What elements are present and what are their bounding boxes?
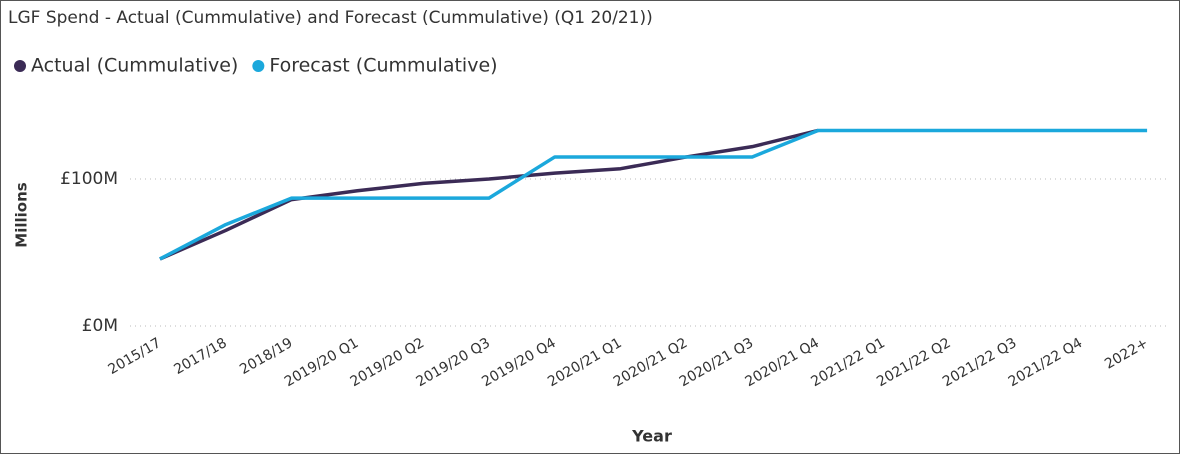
legend-marker bbox=[252, 60, 265, 72]
y-tick-label: £100M bbox=[60, 169, 118, 189]
chart-title: LGF Spend - Actual (Cummulative) and For… bbox=[8, 8, 653, 28]
series-line bbox=[159, 128, 819, 261]
series-line bbox=[159, 128, 1148, 261]
y-tick-label: £0M bbox=[82, 316, 118, 336]
legend-marker bbox=[14, 60, 26, 72]
x-axis-title: Year bbox=[631, 427, 672, 446]
y-axis-title: Millions bbox=[13, 182, 31, 247]
legend-label: Actual (Cummulative) bbox=[31, 55, 238, 77]
legend-label: Forecast (Cummulative) bbox=[269, 55, 497, 77]
